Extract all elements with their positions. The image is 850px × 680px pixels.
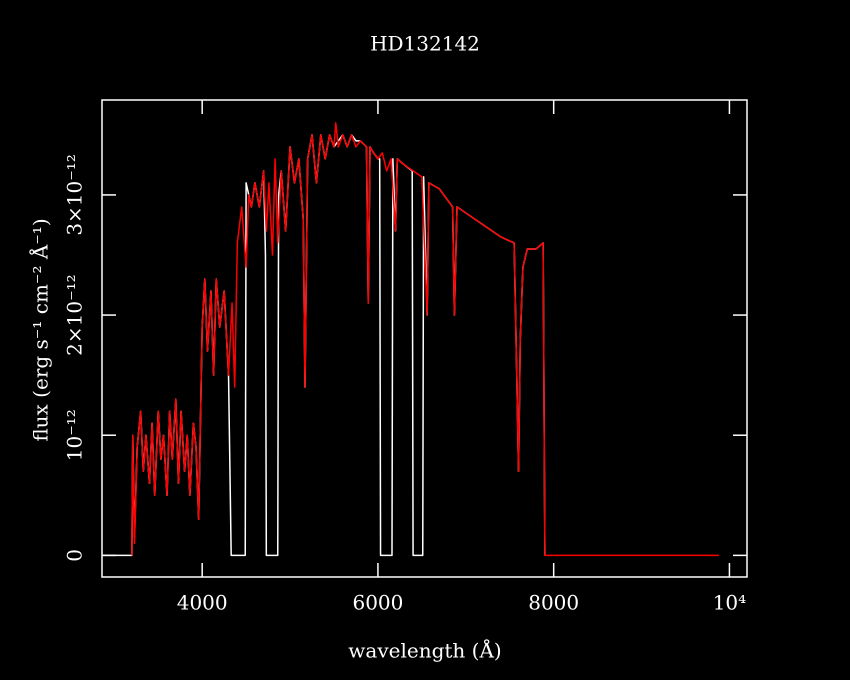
y-tick-label: 0 [63,549,87,562]
x-tick-label: 4000 [177,591,228,615]
y-tick-label: 2×10⁻¹² [63,274,87,356]
y-tick-label: 3×10⁻¹² [63,154,87,236]
y-tick-label: 10⁻¹² [63,409,87,461]
chart-title: HD132142 [370,32,480,56]
plot-frame [101,99,748,578]
x-tick-label: 10⁴ [713,591,746,615]
x-tick-label: 8000 [528,591,579,615]
spectrum-line [131,122,719,557]
y-axis-label: flux (erg s⁻¹ cm⁻² Å⁻¹) [28,218,53,441]
x-tick-label: 6000 [352,591,403,615]
x-axis-label: wavelength (Å) [348,638,501,663]
